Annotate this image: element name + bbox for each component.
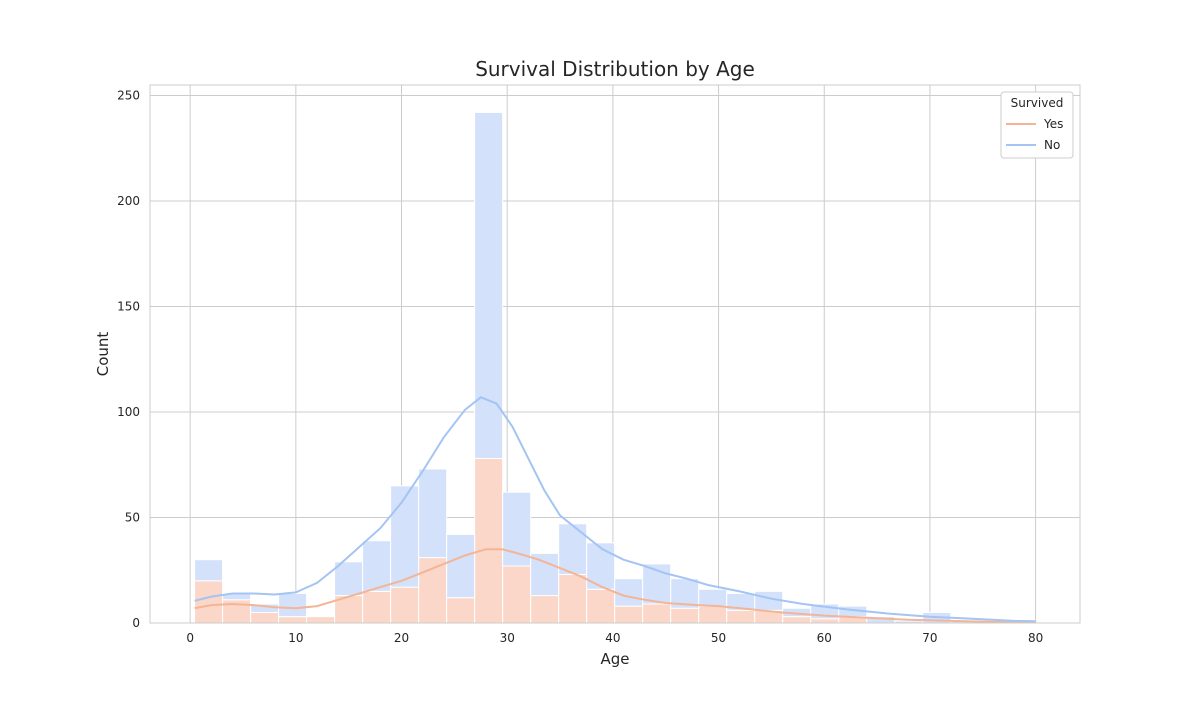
x-tick-label: 70: [922, 631, 937, 645]
x-tick-label: 50: [711, 631, 726, 645]
x-axis-label: Age: [600, 650, 629, 668]
y-tick-label: 200: [117, 194, 140, 208]
bar-yes: [810, 618, 840, 624]
bar-no: [362, 540, 392, 592]
chart-title: Survival Distribution by Age: [475, 57, 755, 81]
bar-yes: [614, 605, 644, 624]
y-tick-label: 100: [117, 405, 140, 419]
legend-title: Survived: [1011, 96, 1064, 110]
bar-no: [698, 588, 728, 607]
y-tick-label: 50: [125, 511, 140, 525]
y-tick-label: 0: [132, 616, 140, 630]
bar-no: [278, 592, 308, 618]
legend-box: [1000, 91, 1074, 159]
bar-yes: [698, 605, 728, 624]
bar-yes: [502, 565, 532, 624]
y-axis-label: Count: [94, 332, 112, 377]
bar-yes: [530, 595, 560, 624]
bar-yes: [362, 590, 392, 624]
x-tick-labels: 0 10 20 30 40 50 60 70 80: [186, 631, 1043, 645]
x-tick-label: 0: [186, 631, 194, 645]
bar-yes: [446, 597, 476, 624]
bar-no: [558, 523, 588, 575]
y-tick-label: 250: [117, 89, 140, 103]
legend-label-no: No: [1044, 138, 1060, 152]
x-tick-label: 20: [394, 631, 409, 645]
bar-no: [390, 485, 420, 588]
y-tick-labels: 0 50 100 150 200 250: [117, 89, 140, 630]
bar-yes: [194, 580, 224, 624]
bar-yes: [726, 609, 756, 624]
bar-no: [530, 552, 560, 597]
bar-yes: [558, 573, 588, 624]
plot-frame: [149, 84, 1081, 624]
legend: Survived Yes No: [1000, 91, 1074, 159]
bar-yes: [586, 588, 616, 624]
x-tick-label: 40: [605, 631, 620, 645]
kde-curves: [194, 396, 1036, 624]
legend-label-yes: Yes: [1043, 117, 1063, 131]
bar-no: [334, 561, 364, 597]
bar-no: [446, 533, 476, 599]
bar-yes: [670, 607, 700, 624]
x-tick-label: 30: [500, 631, 515, 645]
bar-yes: [474, 457, 504, 624]
bars-yes-series: [194, 457, 1036, 624]
bar-no: [194, 559, 224, 582]
x-tick-label: 10: [288, 631, 303, 645]
bar-yes: [782, 616, 812, 624]
plot-area: [150, 85, 1080, 623]
bar-no: [418, 468, 448, 559]
bar-yes: [278, 616, 308, 624]
x-tick-label: 60: [817, 631, 832, 645]
y-tick-label: 150: [117, 300, 140, 314]
bar-yes: [390, 586, 420, 624]
kde-line-no: [194, 396, 1036, 623]
bar-yes: [306, 616, 336, 624]
x-tick-label: 80: [1028, 631, 1043, 645]
bar-yes: [250, 611, 280, 624]
bar-no: [614, 578, 644, 607]
bar-yes: [642, 603, 672, 624]
kde-line-yes: [194, 548, 1036, 624]
